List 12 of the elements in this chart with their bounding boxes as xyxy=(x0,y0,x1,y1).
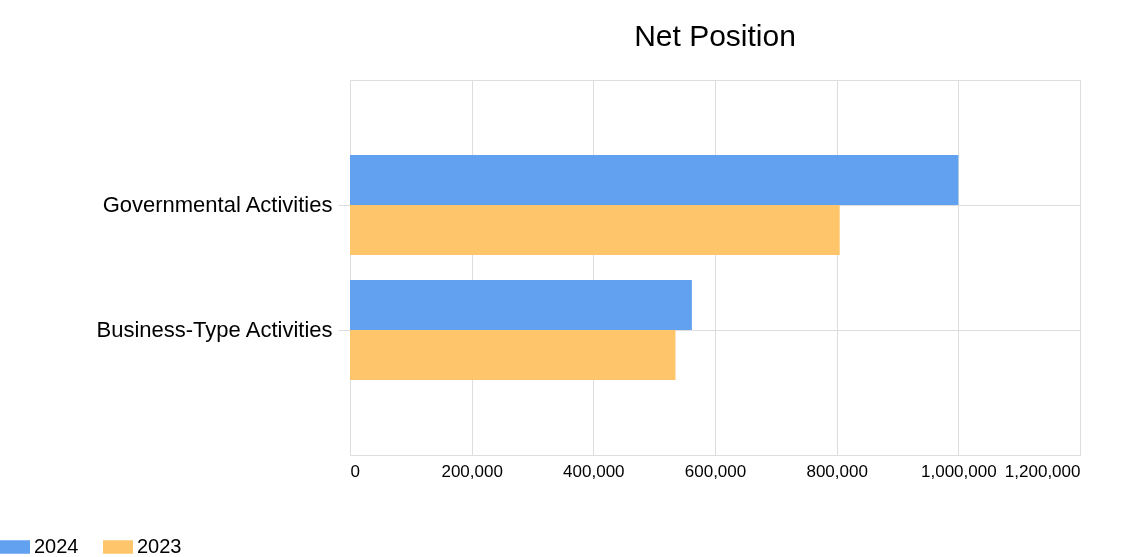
y-tick-label: Business-Type Activities xyxy=(96,317,333,342)
x-tick-label: 200,000 xyxy=(441,461,503,481)
y-tick-label: Governmental Activities xyxy=(102,192,333,217)
legend-label: 2024 xyxy=(34,535,79,557)
legend-label: 2023 xyxy=(137,535,182,557)
x-tick-label: 800,000 xyxy=(806,461,868,481)
x-tick-label: 400,000 xyxy=(563,461,625,481)
x-tick-label: 600,000 xyxy=(684,461,747,481)
chart-title: Net Position xyxy=(634,19,796,52)
x-tick-label: 1,000,000 xyxy=(921,461,997,481)
x-tick-label: 1,200,000 xyxy=(1004,461,1081,481)
x-tick-label: 0 xyxy=(350,461,360,481)
